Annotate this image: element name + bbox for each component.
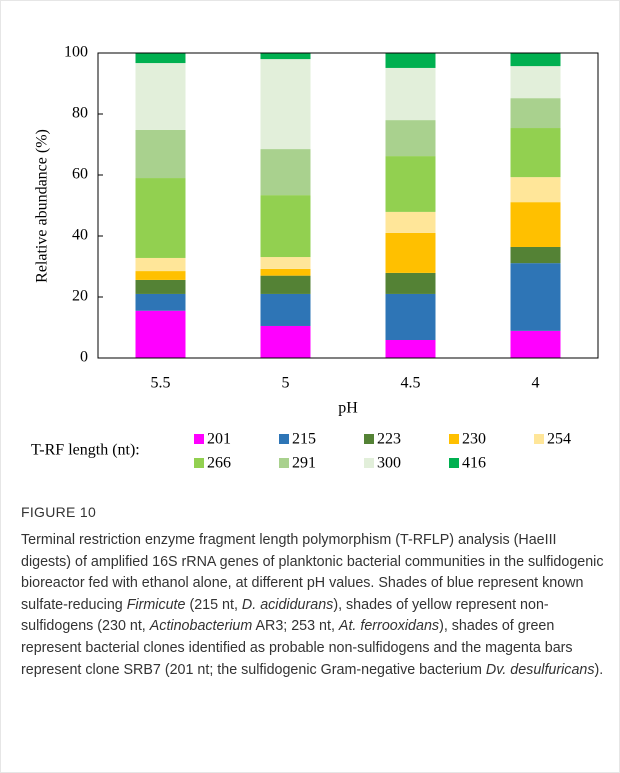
- legend-swatch: [279, 458, 289, 468]
- legend-label: 230: [462, 431, 486, 448]
- bar-segment: [135, 63, 186, 130]
- legend-label: 223: [377, 431, 401, 448]
- legend-label: 201: [207, 431, 231, 448]
- legend-title: T-RF length (nt):: [31, 442, 140, 459]
- bar-segment: [135, 178, 186, 258]
- bar-segment: [510, 177, 561, 203]
- legend-swatch: [194, 458, 204, 468]
- caption-text: ), shades of green represent bacterial c…: [21, 618, 573, 678]
- bar-segment: [385, 272, 436, 294]
- caption-text: ), shades of yellow represent non-sulfid…: [21, 596, 549, 635]
- x-tick-label: 5.5: [151, 375, 171, 392]
- legend-label: 291: [292, 455, 316, 472]
- caption-italic: D. acididurans: [241, 596, 334, 613]
- legend-label: 416: [462, 455, 486, 472]
- plot-frame: [97, 52, 599, 359]
- bar-segment: [385, 340, 436, 358]
- bar-segment: [135, 129, 186, 179]
- legend-swatch: [364, 458, 374, 468]
- bar-segment: [385, 156, 436, 212]
- caption-text: ).: [594, 661, 604, 678]
- bar-segment: [385, 211, 436, 233]
- x-axis-label: pH: [338, 400, 358, 417]
- x-tick-label: 5: [282, 375, 290, 392]
- y-tick-label: 20: [72, 288, 88, 305]
- bar-segment: [260, 257, 311, 269]
- bar-segment: [260, 53, 311, 60]
- caption: Terminal restriction enzyme fragment len…: [21, 530, 606, 681]
- bar-segment: [260, 268, 311, 276]
- y-tick-label: 100: [64, 44, 88, 61]
- chart: Relative abundance (%) pH T-RF length (n…: [31, 44, 599, 472]
- caption-text: (215 nt,: [185, 596, 242, 613]
- caption-text: Terminal restriction enzyme fragment len…: [21, 532, 604, 613]
- bar-segment: [385, 293, 436, 341]
- bar-segment: [510, 263, 561, 331]
- legend-swatch: [449, 434, 459, 444]
- bar-segment: [510, 66, 561, 99]
- caption-italic: Actinobacterium: [149, 618, 253, 635]
- bar-segment: [135, 293, 186, 311]
- legend-label: 266: [207, 455, 231, 472]
- caption-italic: At. ferrooxidans: [338, 618, 440, 635]
- bar-segment: [260, 325, 311, 358]
- bar-segment: [385, 53, 436, 68]
- bar-segment: [385, 232, 436, 273]
- bar-segment: [260, 59, 311, 150]
- bar-segment: [260, 293, 311, 326]
- bar-segment: [260, 275, 311, 294]
- bar-segment: [510, 330, 561, 358]
- caption-italic: Firmicute: [126, 596, 186, 613]
- y-tick-label: 0: [80, 349, 88, 366]
- legend-swatch: [534, 434, 544, 444]
- legend-swatch: [194, 434, 204, 444]
- caption-italic: Dv. desulfuricans: [485, 661, 595, 678]
- caption-text: AR3; 253 nt,: [252, 618, 339, 635]
- bar-segment: [510, 98, 561, 129]
- bar-segment: [510, 53, 561, 67]
- bar-segment: [510, 202, 561, 247]
- legend-swatch: [449, 458, 459, 468]
- bar-segment: [135, 310, 186, 358]
- x-tick-label: 4.5: [401, 375, 421, 392]
- bar-segment: [260, 149, 311, 196]
- y-tick-label: 40: [72, 227, 88, 244]
- figure-label: FIGURE 10: [21, 504, 97, 520]
- bar-segment: [385, 67, 436, 121]
- bar-segment: [135, 257, 186, 272]
- bar-segment: [135, 53, 186, 64]
- legend-label: 254: [547, 431, 571, 448]
- legend-swatch: [364, 434, 374, 444]
- y-tick-label: 80: [72, 105, 88, 122]
- y-axis-label: Relative abundance (%): [34, 129, 51, 283]
- x-tick-label: 4: [532, 375, 540, 392]
- bar-segment: [260, 195, 311, 258]
- bar-segment: [510, 128, 561, 178]
- legend-label: 300: [377, 455, 401, 472]
- y-tick-label: 60: [72, 166, 88, 183]
- bar-segment: [135, 271, 186, 280]
- bar-segment: [135, 279, 186, 294]
- bar-segment: [385, 120, 436, 157]
- legend-label: 215: [292, 431, 316, 448]
- bar-segment: [510, 246, 561, 264]
- legend-swatch: [279, 434, 289, 444]
